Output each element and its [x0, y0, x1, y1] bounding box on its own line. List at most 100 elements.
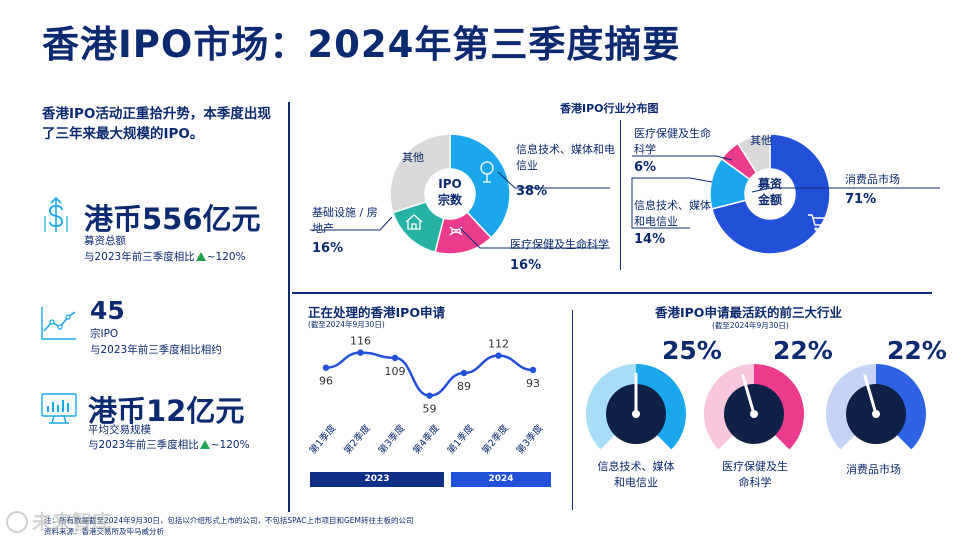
data-label: 89: [457, 380, 471, 393]
up-triangle-icon: [199, 440, 210, 449]
kpi-ipo-count-value: 45: [90, 296, 125, 325]
x-tick-label: 第1季度: [307, 422, 339, 457]
gauge-2-name: 医疗保健及生命科学: [722, 460, 788, 489]
gauge-tmt: [586, 364, 686, 450]
ipo-count-donut: IPO 宗数: [389, 133, 511, 255]
x-tick-label: 第4季度: [410, 422, 442, 457]
gauge-2-label: 医疗保健及生命科学: [720, 459, 790, 491]
donut-b-health-label: 医疗保健及生命科学: [634, 127, 711, 156]
gauge-1-label: 信息技术、媒体和电信业: [596, 459, 676, 491]
kpi-avg-deal-label: 平均交易规模: [88, 424, 151, 436]
donut-b-tmt-label: 信息技术、媒体和电信业: [634, 199, 711, 228]
donut-b-consumer-label: 消费品市场: [845, 173, 900, 186]
data-point: [357, 349, 364, 356]
kpi-compare-suffix: ~120%: [206, 251, 246, 263]
data-label: 96: [319, 375, 333, 388]
brain-tree-icon: [480, 161, 494, 183]
kpi-ipo-count-compare: 与2023年前三季度相比相约: [90, 342, 222, 358]
bottom-divider: [572, 310, 573, 510]
gauge-needle-pivot: [872, 410, 880, 418]
kpi-compare-prefix: 与2023年前三季度相比相约: [90, 344, 222, 356]
data-label: 93: [526, 377, 540, 390]
gauge-needle: [863, 374, 878, 416]
data-label: 116: [350, 335, 371, 348]
kpi-compare-prefix: 与2023年前三季度相比: [84, 251, 195, 263]
footnote-source: 资料来源：香港交易所及毕马威分析: [44, 527, 164, 536]
series-line: [325, 351, 534, 397]
up-triangle-icon: [195, 252, 206, 261]
gauge-consumer: [826, 364, 926, 450]
gauge-1-name: 信息技术、媒体和电信业: [597, 460, 675, 489]
watermark-logo-icon: [6, 511, 28, 533]
monitor-chart-icon: [40, 392, 78, 426]
industry-title: 香港IPO行业分布图: [560, 102, 659, 115]
donut-a-health-label: 医疗保健及生命科学: [510, 238, 609, 251]
kpi-avg-deal-value: 港币12亿元: [88, 394, 245, 428]
year-bar-2023: 2023: [310, 472, 444, 487]
main-horizontal-divider: [292, 292, 932, 294]
kpi-total-funds-compare: 与2023年前三季度相比 ~120%: [84, 249, 246, 265]
top3-subtitle: (截至2024年9月30日): [712, 321, 789, 330]
data-point: [495, 352, 502, 359]
donut-b-health-pct: 6%: [634, 160, 657, 175]
pending-line-chart: 96 第1季度 116 第2季度 109 第3季度 59 第4季度 89 第1季度 112 第2季度 9…: [307, 335, 546, 457]
donut-center-line2: 宗数: [438, 192, 463, 207]
gauge-needle: [741, 374, 756, 416]
watermark-text: 未来智库: [32, 510, 112, 534]
donut-a-tmt-pct: 38%: [516, 184, 548, 199]
data-label: 112: [488, 338, 509, 351]
footnote-note: 注：所有数据截至2024年9月30日，包括以介绍形式上市的公司，不包括SPAC上…: [44, 516, 414, 525]
donut-center: [425, 169, 475, 219]
gauge-3-pct: 22%: [887, 336, 947, 365]
data-point: [460, 369, 468, 377]
pending-title: 正在处理的香港IPO申请: [308, 305, 445, 320]
intro-text: 香港IPO活动正重拾升势，本季度出现了三年来最大规模的IPO。: [42, 106, 271, 142]
dna-icon: [449, 226, 463, 236]
data-point: [322, 364, 330, 371]
donut-a-infra-pct: 16%: [312, 241, 344, 256]
line-trend-icon: [40, 305, 78, 341]
gauge-needle-pivot: [750, 410, 758, 418]
kpi-total-funds-value: 港币556亿元: [84, 202, 261, 236]
page-title: 香港IPO市场：2024年第三季度摘要: [42, 23, 681, 66]
donut-center-line2: 金额: [757, 192, 782, 207]
gauge-3-label: 消费品市场: [846, 463, 901, 476]
cart-icon: [808, 214, 828, 231]
donut-center-line1: 募资: [757, 176, 782, 191]
donut-a-leaders: [310, 171, 610, 249]
pending-subtitle: (截至2024年9月30日): [308, 320, 385, 329]
main-vertical-divider: [288, 102, 290, 512]
watermark: 未来智库: [6, 506, 112, 535]
donut-b-consumer-pct: 71%: [845, 192, 877, 207]
donut-a-other-label: 其他: [402, 151, 424, 164]
dollar-growth-icon: [42, 196, 70, 234]
donut-a-tmt-label: 信息技术、媒体和电信业: [516, 143, 615, 172]
data-label: 109: [385, 365, 406, 378]
kpi-compare-suffix: ~120%: [210, 439, 250, 451]
kpi-total-funds-label: 募资总额: [84, 235, 126, 247]
top3-title: 香港IPO申请最活跃的前三大行业: [655, 305, 842, 320]
gauge-1-pct: 25%: [662, 336, 722, 365]
house-icon: [405, 214, 423, 230]
x-tick-label: 第1季度: [445, 422, 477, 457]
kpi-avg-deal-compare: 与2023年前三季度相比 ~120%: [88, 437, 250, 453]
donut-center-line1: IPO: [438, 177, 461, 191]
data-point: [391, 354, 399, 362]
data-point: [529, 366, 537, 374]
x-tick-label: 第2季度: [479, 422, 511, 457]
donut-a-infra-label: 基础设施 / 房地产: [312, 206, 378, 235]
data-label: 59: [423, 403, 437, 416]
gauge-2-pct: 22%: [773, 336, 833, 365]
kpi-compare-prefix: 与2023年前三季度相比: [88, 439, 199, 451]
donut-b-other-label: 其他: [750, 134, 772, 147]
x-tick-label: 第3季度: [514, 422, 546, 457]
donut-center: [745, 169, 795, 219]
donut-b-leaders: [631, 155, 940, 229]
data-point: [426, 392, 433, 399]
x-tick-label: 第3季度: [376, 422, 408, 457]
kpi-ipo-count-label: 宗IPO: [90, 328, 119, 340]
x-tick-label: 第2季度: [341, 422, 373, 457]
gauge-needle-pivot: [632, 410, 640, 418]
industry-divider: [620, 120, 621, 270]
year-bar-2024: 2024: [451, 472, 551, 487]
